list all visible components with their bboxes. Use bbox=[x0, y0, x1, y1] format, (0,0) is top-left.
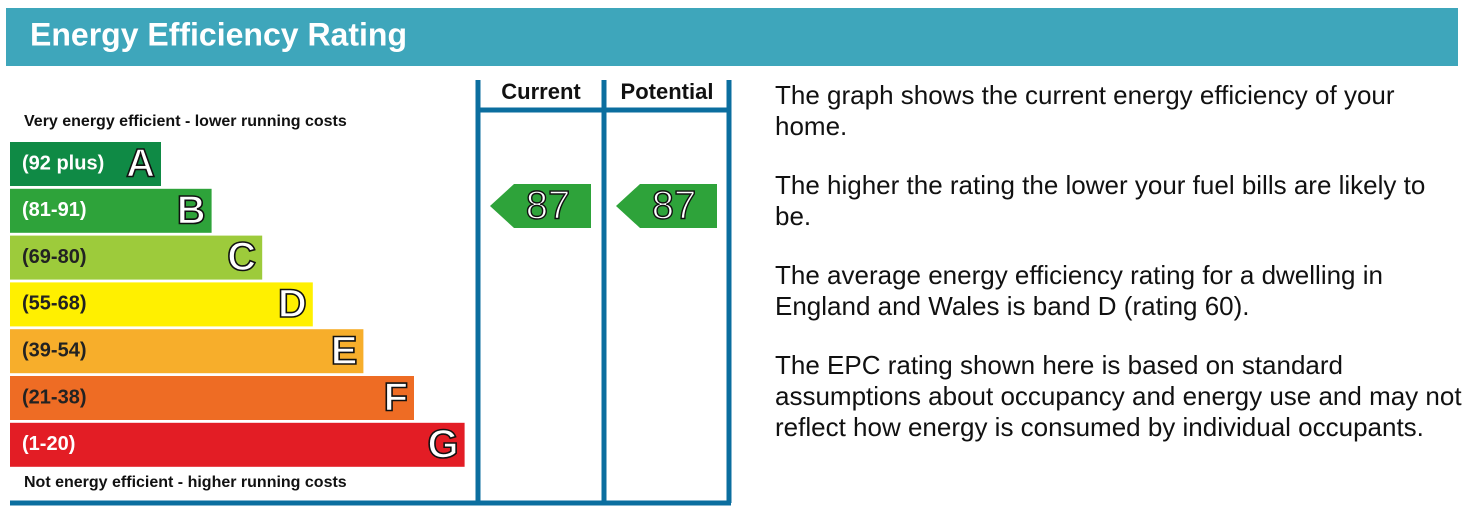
rating-value: 87 bbox=[652, 184, 697, 228]
paragraph: The graph shows the current energy effic… bbox=[775, 80, 1395, 141]
potential-header: Potential bbox=[621, 79, 714, 104]
band-letter: G bbox=[427, 422, 458, 466]
band-letter: E bbox=[331, 329, 358, 373]
header-bar bbox=[6, 8, 1458, 66]
top-label: Very energy efficient - lower running co… bbox=[24, 113, 347, 130]
band-bar bbox=[10, 376, 414, 420]
title: Energy Efficiency Rating bbox=[30, 16, 407, 52]
paragraph: The average energy efficiency rating for… bbox=[775, 260, 1383, 321]
band-range: (69-80) bbox=[22, 246, 86, 268]
paragraph: The higher the rating the lower your fue… bbox=[775, 170, 1426, 231]
band-range: (55-68) bbox=[22, 293, 86, 315]
band-bar bbox=[10, 188, 212, 233]
band-range: (39-54) bbox=[22, 339, 86, 361]
frame bbox=[10, 80, 732, 506]
rating-arrow bbox=[616, 184, 717, 228]
current-header: Current bbox=[501, 79, 581, 104]
band-bar bbox=[10, 282, 313, 327]
rating-arrow bbox=[490, 184, 591, 228]
bottom-label: Not energy efficient - higher running co… bbox=[24, 474, 347, 491]
band-bar bbox=[10, 235, 263, 280]
band-letter: F bbox=[384, 376, 408, 420]
band-letter: B bbox=[177, 188, 206, 232]
band-range: (1-20) bbox=[22, 433, 75, 455]
band-bar bbox=[10, 329, 364, 374]
paragraph: The EPC rating shown here is based on st… bbox=[775, 350, 1462, 442]
band-bar bbox=[10, 142, 161, 186]
band-letter: D bbox=[278, 282, 307, 326]
band-letter: C bbox=[227, 235, 256, 279]
band-range: (81-91) bbox=[22, 199, 86, 221]
band-letter: A bbox=[126, 142, 155, 186]
rating-value: 87 bbox=[526, 184, 571, 228]
description: The graph shows the current energy effic… bbox=[775, 80, 1465, 471]
band-range: (21-38) bbox=[22, 386, 86, 408]
band-bar bbox=[10, 422, 465, 467]
band-range: (92 plus) bbox=[22, 152, 104, 174]
